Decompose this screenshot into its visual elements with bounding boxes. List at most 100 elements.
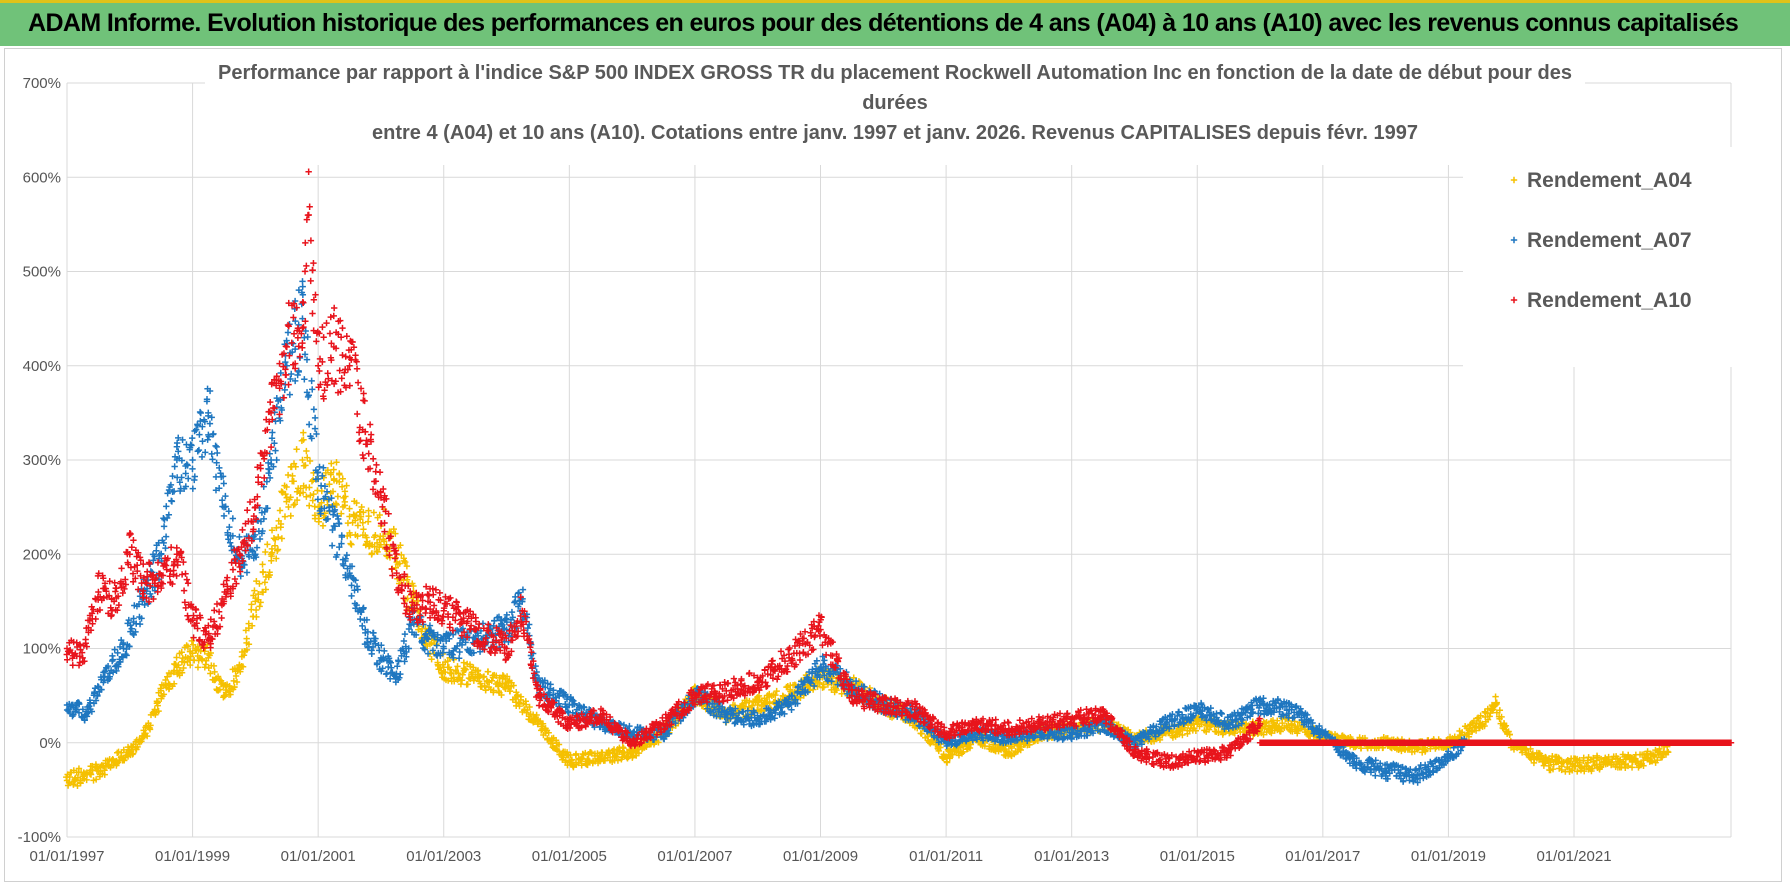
x-tick-label: 01/01/2013 [1034,848,1109,865]
scatter-point [178,669,186,676]
scatter-point [173,443,181,450]
scatter-point [380,654,387,661]
scatter-point [256,580,263,587]
scatter-point [248,622,256,629]
scatter-point [77,780,84,787]
scatter-point [311,425,319,432]
scatter-point [292,317,299,325]
scatter-point [334,512,341,520]
scatter-point [271,542,279,549]
scatter-point [205,412,212,420]
scatter-point [92,776,100,783]
scatter-point [456,648,463,656]
y-tick-label: 200% [23,546,61,563]
scatter-point [535,674,543,682]
scatter-point [672,719,679,727]
scatter-point [470,649,477,656]
scatter-point [814,679,822,686]
scatter-point [333,551,341,558]
scatter-point [539,720,547,727]
scatter-point [1502,722,1510,730]
scatter-point [1192,727,1200,734]
scatter-point [253,613,260,621]
scatter-point [328,460,335,467]
scatter-point [307,492,314,499]
scatter-point [262,548,269,556]
scatter-point [277,369,284,377]
y-tick-label: 500% [23,264,61,281]
scatter-point [344,573,352,581]
scatter-point [303,447,310,455]
scatter-point [1492,693,1499,700]
scatter-point [459,625,467,632]
scatter-point [299,278,306,285]
scatter-point [283,483,290,491]
scatter-point [226,523,233,531]
scatter-point [417,613,425,621]
scatter-point [723,708,731,715]
scatter-point [288,348,296,356]
scatter-point [460,659,468,666]
scatter-point [160,691,168,698]
scatter-point [338,532,345,539]
scatter-point [320,464,327,471]
scatter-point [100,673,107,680]
scatter-point [462,666,469,673]
scatter-point [1465,733,1473,740]
scatter-point [397,542,404,549]
scatter-point [1274,717,1281,724]
scatter-point [259,588,266,596]
scatter-point [469,639,477,646]
scatter-point [359,622,366,630]
scatter-point [206,420,214,427]
scatter-point [400,647,407,655]
scatter-point [388,664,395,671]
scatter-point [434,631,441,639]
scatter-point [188,442,195,449]
scatter-point [264,541,271,548]
scatter-point [183,642,190,649]
scatter-point [376,511,383,519]
scatter-point [522,701,530,708]
scatter-point [206,387,214,395]
scatter-point [360,604,367,612]
scatter-point [364,628,372,636]
scatter-point [303,356,311,363]
y-tick-label: 300% [23,452,61,469]
scatter-point [480,673,488,680]
scatter-point [1555,754,1562,761]
points-layer [63,168,1735,790]
scatter-point [182,483,190,490]
scatter-point [1527,745,1534,753]
scatter-point [1664,748,1671,755]
scatter-point [1530,759,1538,767]
scatter-point [378,642,385,649]
scatter-point [220,480,227,487]
scatter-point [578,762,585,769]
scatter-point [165,680,172,687]
scatter-point [336,470,343,477]
scatter-point [213,459,220,466]
scatter-point [1156,736,1164,744]
scatter-point [293,446,300,453]
scatter-point [424,650,432,657]
scatter-point [524,624,532,632]
scatter-point [306,502,313,509]
scatter-point [415,626,422,633]
scatter-point [368,650,375,658]
scatter-point [282,358,289,366]
scatter-point [1489,706,1497,713]
scatter-point [354,522,362,529]
scatter-point [236,533,243,541]
scatter-point [1422,747,1429,754]
scatter-point [219,473,227,480]
scatter-point [225,507,233,515]
scatter-point [316,463,323,471]
scatter-point [256,603,263,610]
scatter-point [150,557,157,564]
scatter-point [1498,713,1505,721]
scatter-point [214,449,221,457]
scatter-point [360,509,367,516]
scatter-point [515,589,523,596]
data-point [283,362,290,369]
